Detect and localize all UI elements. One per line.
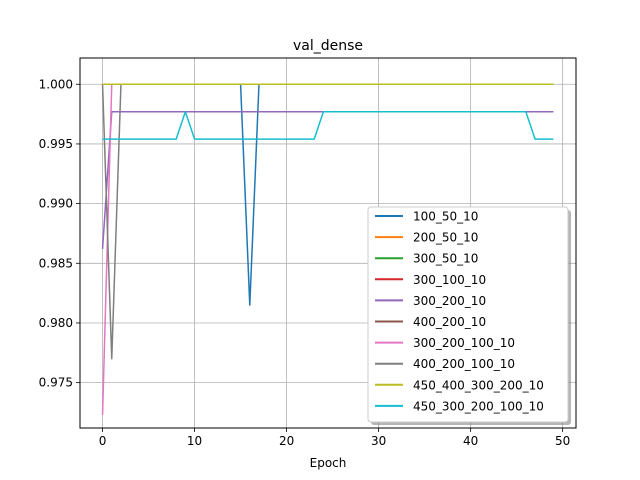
legend-label: 400_200_100_10 — [413, 357, 515, 371]
legend: 100_50_10 200_50_10 300_50_10 300_100_10 300… — [367, 206, 571, 425]
y-tick-label: 0.975 — [39, 376, 73, 390]
legend-label: 200_50_10 — [413, 231, 478, 245]
legend-label: 300_100_10 — [413, 273, 486, 287]
x-tick-label: 40 — [463, 434, 478, 448]
x-tick-label: 0 — [99, 434, 107, 448]
y-tick-label: 0.990 — [39, 197, 73, 211]
legend-label: 300_50_10 — [413, 252, 478, 266]
grid — [80, 58, 576, 428]
y-tick-label: 1.000 — [39, 77, 73, 91]
series-line-450_300_200_100_10 — [102, 110, 554, 140]
x-tick-label: 50 — [555, 434, 570, 448]
x-axis-label: Epoch — [310, 456, 347, 470]
legend-label: 400_200_10 — [413, 315, 486, 329]
y-tick-label: 0.980 — [39, 316, 73, 330]
legend-label: 100_50_10 — [413, 210, 478, 224]
legend-label: 450_300_200_100_10 — [413, 399, 544, 413]
y-tick-label: 0.985 — [39, 256, 73, 270]
ticks: 0 10 20 30 40 50 0.975 0.980 0.985 0.990 0.995 1.00… — [39, 77, 571, 448]
legend-box — [367, 206, 569, 423]
legend-label: 300_200_10 — [413, 294, 486, 308]
chart-title: val_dense — [293, 38, 363, 54]
x-tick-label: 20 — [279, 434, 294, 448]
axes-frame — [79, 57, 577, 429]
series-layer — [101, 83, 554, 415]
legend-label: 300_200_100_10 — [413, 336, 515, 350]
x-tick-label: 10 — [187, 434, 202, 448]
y-tick-label: 0.995 — [39, 137, 73, 151]
legend-label: 450_400_300_200_10 — [413, 378, 544, 392]
x-tick-label: 30 — [371, 434, 386, 448]
